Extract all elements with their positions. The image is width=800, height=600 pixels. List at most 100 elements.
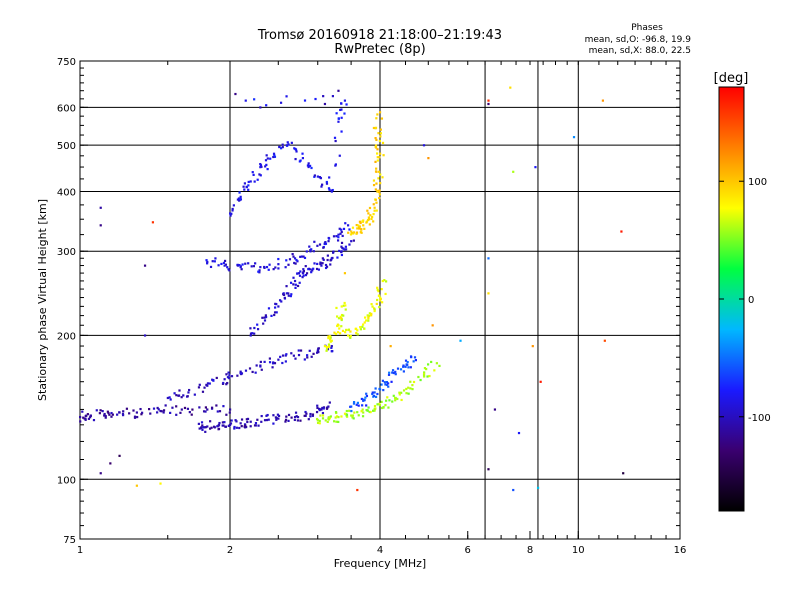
- data-point: [364, 396, 367, 399]
- data-points: [79, 86, 625, 492]
- data-point: [272, 268, 275, 271]
- data-point: [407, 386, 410, 389]
- stats-line-x: mean, sd,X: 88.0, 22.5: [589, 46, 691, 56]
- data-point: [238, 426, 241, 430]
- data-point: [334, 139, 337, 143]
- data-point: [340, 253, 344, 257]
- data-point: [306, 164, 310, 167]
- data-point: [179, 411, 182, 414]
- data-point: [236, 374, 239, 377]
- chart-title-line2: RwPretec (8p): [334, 42, 425, 57]
- data-point: [187, 391, 190, 394]
- data-point: [388, 399, 391, 402]
- data-point: [233, 425, 236, 429]
- data-point: [260, 414, 263, 418]
- data-point: [321, 257, 324, 260]
- y-tick-label: 200: [57, 331, 76, 342]
- data-point: [328, 188, 331, 191]
- data-point: [316, 349, 319, 352]
- scatter-point: [601, 99, 605, 102]
- data-point: [259, 162, 262, 166]
- scatter-point: [422, 144, 426, 147]
- data-point: [335, 420, 338, 423]
- data-point: [263, 265, 266, 269]
- data-point: [222, 424, 225, 427]
- data-point: [239, 370, 242, 373]
- data-point: [251, 332, 254, 335]
- data-point: [152, 407, 156, 410]
- data-point: [86, 413, 89, 416]
- data-point: [287, 294, 290, 297]
- data-point: [326, 258, 329, 262]
- data-point: [289, 281, 293, 284]
- data-point: [360, 397, 363, 401]
- data-point: [365, 319, 368, 322]
- data-point: [224, 263, 228, 266]
- x-axis-label: Frequency [MHz]: [334, 557, 426, 570]
- data-point: [358, 227, 361, 230]
- data-point: [334, 416, 337, 419]
- data-point: [290, 416, 293, 419]
- data-point: [293, 147, 296, 150]
- data-point: [226, 376, 230, 379]
- data-point: [263, 360, 266, 363]
- data-point: [285, 259, 288, 262]
- data-point: [303, 358, 306, 361]
- data-point: [349, 334, 352, 338]
- data-point: [428, 374, 431, 378]
- data-point: [360, 228, 363, 231]
- data-point: [324, 263, 328, 267]
- data-point: [259, 364, 262, 367]
- data-point: [310, 355, 313, 358]
- data-point: [367, 216, 370, 219]
- data-point: [200, 421, 204, 424]
- y-tick-label: 600: [57, 103, 76, 114]
- data-point: [355, 231, 359, 234]
- data-point: [284, 418, 288, 421]
- data-point: [365, 392, 368, 395]
- data-point: [198, 406, 201, 409]
- data-point: [394, 396, 397, 400]
- data-point: [285, 285, 288, 288]
- data-point: [346, 224, 350, 227]
- data-point: [248, 367, 252, 370]
- data-point: [357, 404, 360, 407]
- data-point: [294, 357, 297, 360]
- data-point: [275, 418, 278, 421]
- data-point: [292, 255, 295, 258]
- data-point: [377, 132, 380, 135]
- data-point: [240, 268, 243, 271]
- data-point: [350, 230, 353, 233]
- data-point: [279, 355, 282, 358]
- data-point: [349, 233, 353, 236]
- y-axis-label: Stationary phase Virtual Height [km]: [36, 199, 49, 401]
- data-point: [316, 175, 319, 178]
- data-point: [325, 407, 329, 410]
- scatter-point: [487, 102, 490, 106]
- data-point: [357, 414, 360, 417]
- data-point: [201, 428, 204, 431]
- data-point: [249, 425, 252, 428]
- data-point: [387, 406, 390, 409]
- data-point: [277, 267, 280, 270]
- data-point: [414, 359, 417, 362]
- data-point: [337, 236, 340, 239]
- data-point: [244, 424, 247, 427]
- data-point: [148, 408, 151, 411]
- data-point: [79, 420, 82, 423]
- scatter-point: [99, 206, 102, 209]
- data-point: [304, 265, 307, 268]
- data-point: [243, 182, 247, 185]
- data-point: [135, 411, 138, 414]
- y-tick-label: 400: [57, 187, 76, 198]
- data-point: [191, 408, 194, 411]
- data-point: [373, 391, 376, 394]
- data-point: [133, 416, 137, 419]
- data-point: [337, 117, 340, 120]
- data-point: [425, 367, 428, 371]
- data-point: [438, 364, 441, 368]
- data-point: [245, 425, 248, 429]
- data-point: [204, 426, 207, 429]
- data-point: [108, 413, 111, 416]
- data-point: [411, 384, 414, 387]
